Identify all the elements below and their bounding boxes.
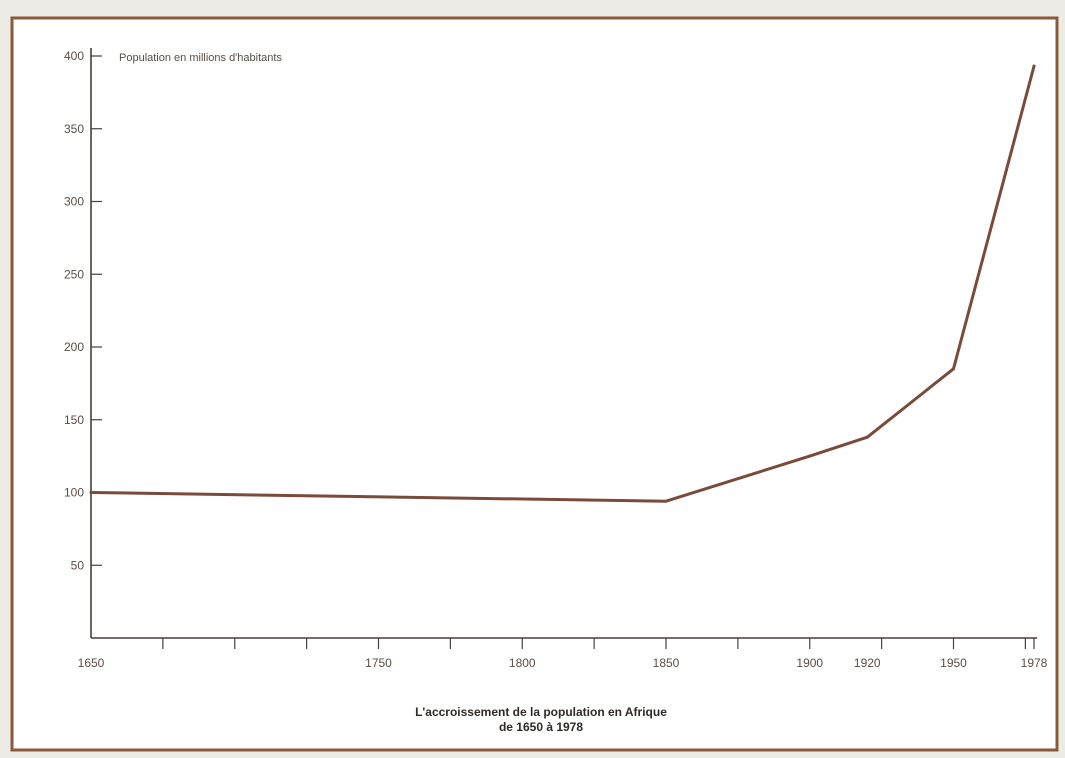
x-tick-label: 1978 xyxy=(1021,656,1048,670)
data-point xyxy=(89,491,93,494)
data-point xyxy=(808,454,812,458)
y-tick-label: 200 xyxy=(64,340,84,354)
y-tick-label: 400 xyxy=(64,49,84,63)
series-line xyxy=(89,64,1036,503)
chart-frame xyxy=(10,16,1059,752)
data-point xyxy=(865,435,869,439)
y-tick-label: 250 xyxy=(64,267,84,281)
y-tick-label: 100 xyxy=(64,486,84,500)
data-point xyxy=(952,367,955,371)
x-tick-label: 1920 xyxy=(854,656,881,670)
y-tick-label: 150 xyxy=(64,413,84,427)
data-point xyxy=(1032,64,1036,68)
chart-subtitle: de 1650 à 1978 xyxy=(499,720,583,734)
x-tick-label: 1850 xyxy=(653,656,680,670)
x-tick-label: 1950 xyxy=(940,656,967,670)
y-tick-label: 350 xyxy=(64,122,84,136)
series-layer xyxy=(89,64,1036,503)
axes xyxy=(90,48,1037,639)
x-tick-label: 1800 xyxy=(509,656,536,670)
y-tick-label: 300 xyxy=(64,195,84,209)
y-tick-label: 50 xyxy=(71,558,85,572)
x-tick-label: 1650 xyxy=(78,656,105,670)
y-axis-label: Population en millions d'habitants xyxy=(119,52,282,64)
x-tick-label: 1750 xyxy=(365,656,392,670)
data-point xyxy=(664,499,668,503)
ticks: 50 100 150 200 250 300 350 400 1650 1750 1800 1850 1… xyxy=(64,49,1048,670)
x-tick-label: 1900 xyxy=(796,656,823,670)
chart-title: L'accroissement de la population en Afri… xyxy=(415,705,667,719)
